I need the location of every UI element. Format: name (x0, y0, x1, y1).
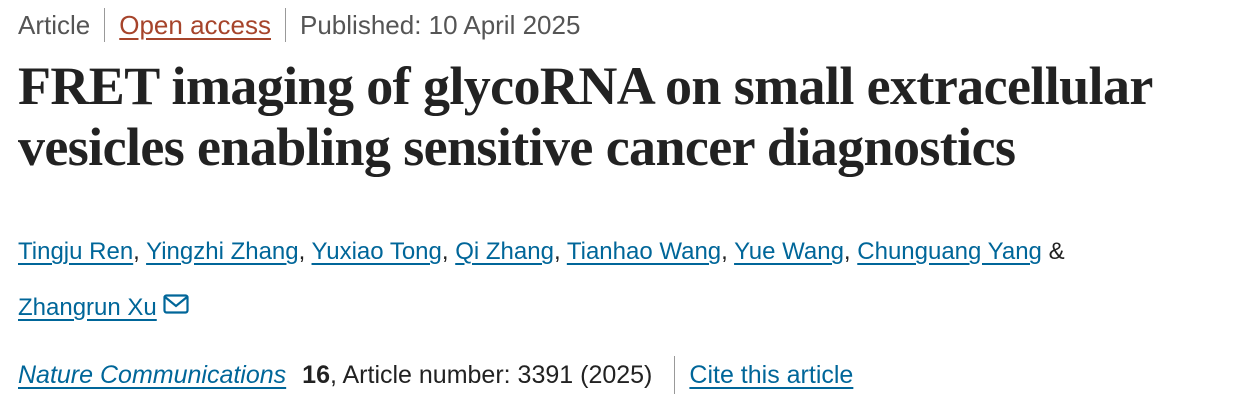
separator: , (721, 238, 728, 265)
author: Qi Zhang, (455, 238, 560, 265)
meta-line: Article Open access Published: 10 April … (18, 8, 580, 42)
article-details: , Article number: 3391 (2025) (329, 360, 653, 389)
author-link[interactable]: Zhangrun Xu (18, 294, 157, 321)
divider (285, 8, 286, 42)
separator: , (133, 238, 140, 265)
cite-link[interactable]: Cite this article (689, 360, 854, 389)
author-link[interactable]: Yue Wang (734, 238, 844, 265)
article-type: Article (18, 9, 91, 40)
separator: , (843, 238, 851, 265)
citation-line: Nature Communications 16 , Article numbe… (18, 356, 853, 394)
divider (674, 356, 676, 394)
open-access-link[interactable]: Open access (119, 9, 271, 40)
author-link[interactable]: Chunguang Yang (857, 238, 1042, 265)
author: Yue Wang, (734, 238, 851, 265)
author: Tianhao Wang, (567, 238, 728, 265)
author: Tingju Ren, (18, 238, 140, 265)
author: Chunguang Yang (857, 238, 1042, 265)
author: Zhangrun Xu (18, 294, 189, 321)
author: Yuxiao Tong, (312, 238, 449, 265)
author-link[interactable]: Yuxiao Tong (311, 238, 442, 265)
author-link[interactable]: Yingzhi Zhang (146, 238, 299, 265)
published-date: Published: 10 April 2025 (300, 9, 581, 40)
author-link[interactable]: Tianhao Wang (566, 238, 722, 265)
journal-link[interactable]: Nature Communications (18, 360, 287, 389)
separator: & (1048, 238, 1065, 265)
separator: , (553, 238, 561, 265)
separator: , (298, 238, 306, 265)
volume: 16 (302, 360, 330, 389)
article-title: FRET imaging of glycoRNA on small extrac… (18, 56, 1152, 177)
separator: , (441, 238, 449, 265)
author: Yingzhi Zhang, (146, 238, 305, 265)
author-list: Tingju Ren, Yingzhi Zhang, Yuxiao Tong, … (18, 224, 1233, 336)
author-link[interactable]: Tingju Ren (18, 238, 134, 265)
email-icon[interactable] (163, 294, 189, 314)
author-link[interactable]: Qi Zhang (455, 238, 554, 265)
divider (104, 8, 106, 42)
